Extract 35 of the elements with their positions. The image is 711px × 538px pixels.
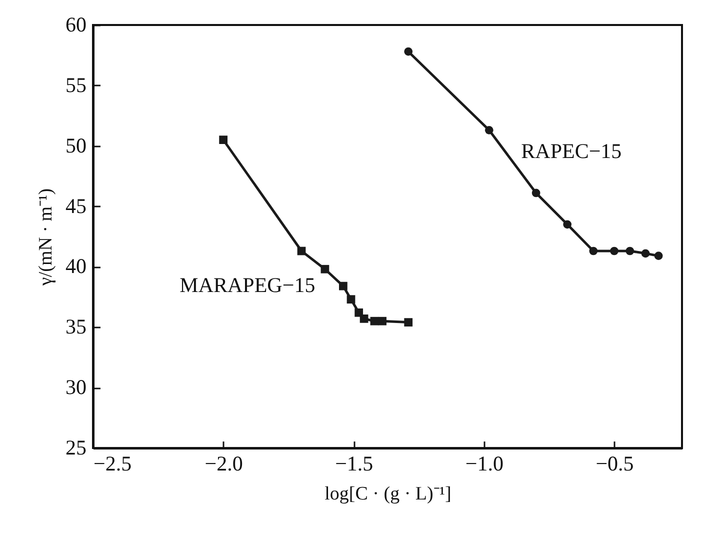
point bbox=[370, 316, 379, 326]
point bbox=[320, 264, 330, 274]
y-axis-title: γ/(mN · m⁻¹) bbox=[36, 188, 56, 287]
y-tick-label: 35 bbox=[66, 314, 86, 339]
point bbox=[641, 249, 650, 258]
point bbox=[626, 246, 634, 256]
x-tick-label: −2.5 bbox=[94, 452, 132, 476]
y-tick-label: 40 bbox=[66, 254, 86, 278]
point bbox=[563, 220, 572, 229]
point bbox=[360, 314, 368, 323]
point bbox=[532, 188, 540, 198]
series-label: MARAPEG−15 bbox=[180, 273, 316, 298]
point bbox=[339, 282, 348, 290]
x-tick-label: −2.0 bbox=[204, 452, 243, 476]
point bbox=[378, 316, 386, 326]
point bbox=[484, 126, 494, 134]
point bbox=[404, 318, 413, 326]
y-tick-label: 55 bbox=[66, 72, 86, 97]
x-tick-label: −1.0 bbox=[465, 452, 504, 476]
point bbox=[346, 295, 356, 304]
x-tick-label: −1.5 bbox=[335, 452, 374, 476]
x-axis-title: log[C · (g · L)⁻¹] bbox=[324, 484, 452, 504]
y-tick-label: 50 bbox=[66, 133, 86, 158]
point bbox=[589, 246, 598, 256]
series-label: RAPEC−15 bbox=[521, 139, 622, 164]
point bbox=[404, 47, 413, 56]
point bbox=[610, 246, 618, 256]
point bbox=[297, 246, 306, 256]
y-tick-label: 45 bbox=[66, 194, 86, 218]
point bbox=[654, 252, 663, 260]
x-tick-label: −0.5 bbox=[596, 452, 634, 476]
y-tick-label: 60 bbox=[66, 12, 86, 36]
y-tick-label: 25 bbox=[66, 436, 86, 460]
point bbox=[219, 136, 228, 144]
y-tick-label: 30 bbox=[66, 375, 86, 400]
